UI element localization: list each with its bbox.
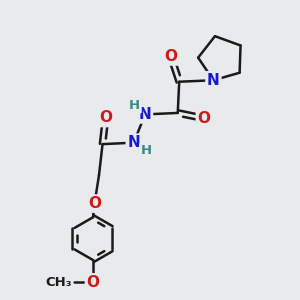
Text: N: N [128, 135, 140, 150]
Text: O: O [164, 49, 177, 64]
Text: O: O [99, 110, 112, 125]
Text: CH₃: CH₃ [46, 276, 72, 289]
Text: O: O [197, 111, 210, 126]
Text: N: N [207, 73, 220, 88]
Text: H: H [141, 145, 152, 158]
Text: O: O [88, 196, 101, 211]
Text: H: H [129, 99, 140, 112]
Text: O: O [86, 275, 100, 290]
Text: N: N [139, 107, 152, 122]
